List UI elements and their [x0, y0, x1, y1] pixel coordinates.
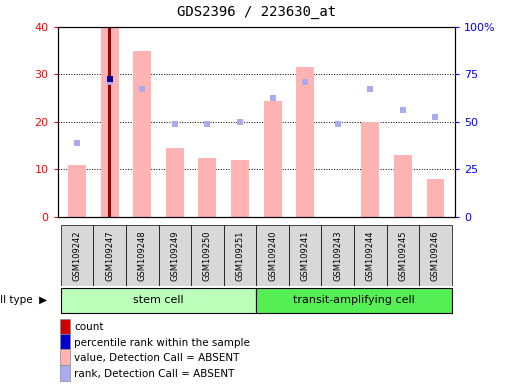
Text: GSM109240: GSM109240: [268, 230, 277, 281]
Bar: [166, 148, 184, 217]
Text: GSM109242: GSM109242: [73, 230, 82, 281]
Text: GSM109250: GSM109250: [203, 230, 212, 281]
Bar: [426, 179, 445, 217]
Bar: [191, 225, 224, 286]
Bar: [256, 288, 452, 313]
Bar: [256, 225, 289, 286]
Bar: [198, 157, 217, 217]
Text: GSM109246: GSM109246: [431, 230, 440, 281]
Bar: [354, 225, 386, 286]
Bar: [158, 225, 191, 286]
Text: GDS2396 / 223630_at: GDS2396 / 223630_at: [177, 5, 336, 19]
Bar: [60, 365, 70, 381]
Bar: [322, 225, 354, 286]
Text: value, Detection Call = ABSENT: value, Detection Call = ABSENT: [74, 353, 240, 363]
Bar: [289, 225, 322, 286]
Bar: [108, 27, 111, 217]
Text: GSM109244: GSM109244: [366, 230, 375, 281]
Bar: [394, 155, 412, 217]
Text: GSM109245: GSM109245: [399, 230, 407, 281]
Text: rank, Detection Call = ABSENT: rank, Detection Call = ABSENT: [74, 369, 235, 379]
Text: count: count: [74, 322, 104, 332]
Bar: [361, 122, 379, 217]
Text: GSM109249: GSM109249: [170, 230, 179, 281]
Bar: [296, 67, 314, 217]
Bar: [60, 334, 70, 349]
Text: GSM109247: GSM109247: [105, 230, 114, 281]
Text: percentile rank within the sample: percentile rank within the sample: [74, 338, 250, 348]
Bar: [224, 225, 256, 286]
Bar: [419, 225, 452, 286]
Text: transit-amplifying cell: transit-amplifying cell: [293, 295, 415, 305]
Bar: [60, 319, 70, 334]
Bar: [94, 225, 126, 286]
Bar: [133, 51, 151, 217]
Text: GSM109241: GSM109241: [301, 230, 310, 281]
Bar: [386, 225, 419, 286]
Bar: [68, 165, 86, 217]
Bar: [61, 288, 256, 313]
Text: cell type  ▶: cell type ▶: [0, 295, 47, 306]
Bar: [126, 225, 158, 286]
Text: GSM109243: GSM109243: [333, 230, 342, 281]
Bar: [61, 225, 94, 286]
Text: GSM109248: GSM109248: [138, 230, 147, 281]
Bar: [101, 27, 119, 217]
Bar: [264, 101, 281, 217]
Bar: [231, 160, 249, 217]
Bar: [60, 349, 70, 365]
Text: stem cell: stem cell: [133, 295, 184, 305]
Text: GSM109251: GSM109251: [235, 230, 244, 281]
